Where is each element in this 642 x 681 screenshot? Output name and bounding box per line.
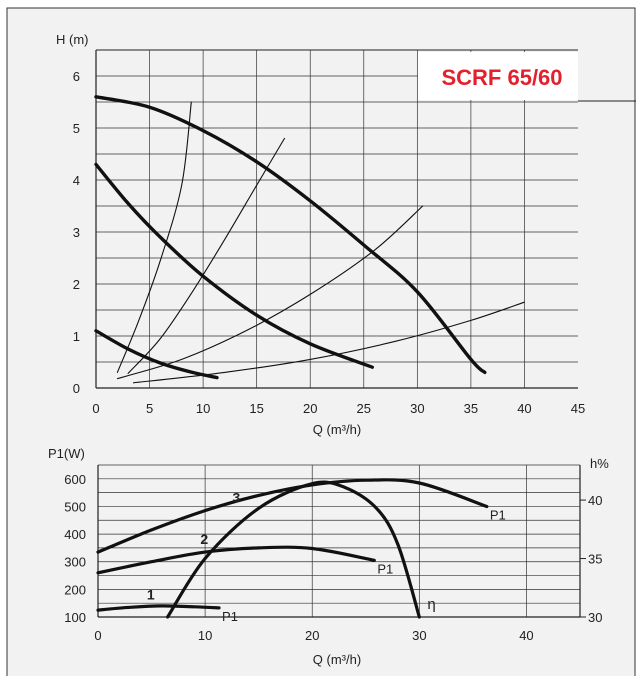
y-tick-label: 600 [64,472,86,487]
y-tick-label: 400 [64,527,86,542]
y-tick-label: 3 [73,225,80,240]
y-tick-label: 500 [64,499,86,514]
x-tick-label: 5 [146,401,153,416]
pump-curve [94,162,374,369]
y-tick-label: 300 [64,555,86,570]
chart-background [6,7,636,679]
system-curve [116,101,192,373]
efficiency-label: η [427,596,435,613]
y-axis-label: H (m) [56,32,89,47]
series-end-label: P1 [377,561,393,576]
series-end-label: P1 [490,507,506,522]
power-curve-1 [96,604,221,612]
x-tick-label: 30 [412,628,426,643]
x-tick-label: 20 [305,628,319,643]
y-axis-label: P1(W) [48,446,85,461]
y-tick-label: 2 [73,277,80,292]
series-number-label: 3 [233,490,241,506]
y2-axis-label: h% [590,456,609,471]
system-curve [132,301,525,384]
y-tick-label: 4 [73,173,80,188]
system-curve [127,137,286,374]
y-tick-label: 5 [73,121,80,136]
y-tick-label: 1 [73,329,80,344]
y-tick-label: 6 [73,69,80,84]
x-axis-label: Q (m³/h) [313,422,361,437]
y2-tick-label: 35 [588,552,602,567]
power-curve-2 [96,545,376,575]
x-tick-label: 10 [198,628,212,643]
x-tick-label: 40 [517,401,531,416]
pump-curve [94,95,487,375]
x-tick-label: 20 [303,401,317,416]
series-number-label: 1 [147,586,155,602]
y-tick-label: 200 [64,582,86,597]
y-tick-label: 0 [73,381,80,396]
x-tick-label: 40 [519,628,533,643]
pump-curve [94,329,219,380]
x-tick-label: 35 [464,401,478,416]
y2-tick-label: 40 [588,493,602,508]
x-axis-label: Q (m³/h) [313,652,361,667]
title-box [418,52,578,100]
y-tick-label: 100 [64,610,86,625]
x-tick-label: 25 [357,401,371,416]
x-tick-label: 10 [196,401,210,416]
power-curve-3 [96,478,489,554]
chart-title: SCRF 65/60 [441,65,562,90]
y2-tick-label: 30 [588,610,602,625]
series-number-label: 2 [200,531,208,547]
x-tick-label: 15 [249,401,263,416]
system-curve [116,205,424,380]
x-tick-label: 30 [410,401,424,416]
efficiency-curve [166,480,421,619]
x-tick-label: 0 [92,401,99,416]
series-end-label: P1 [222,609,238,624]
x-tick-label: 0 [94,628,101,643]
x-tick-label: 45 [571,401,585,416]
